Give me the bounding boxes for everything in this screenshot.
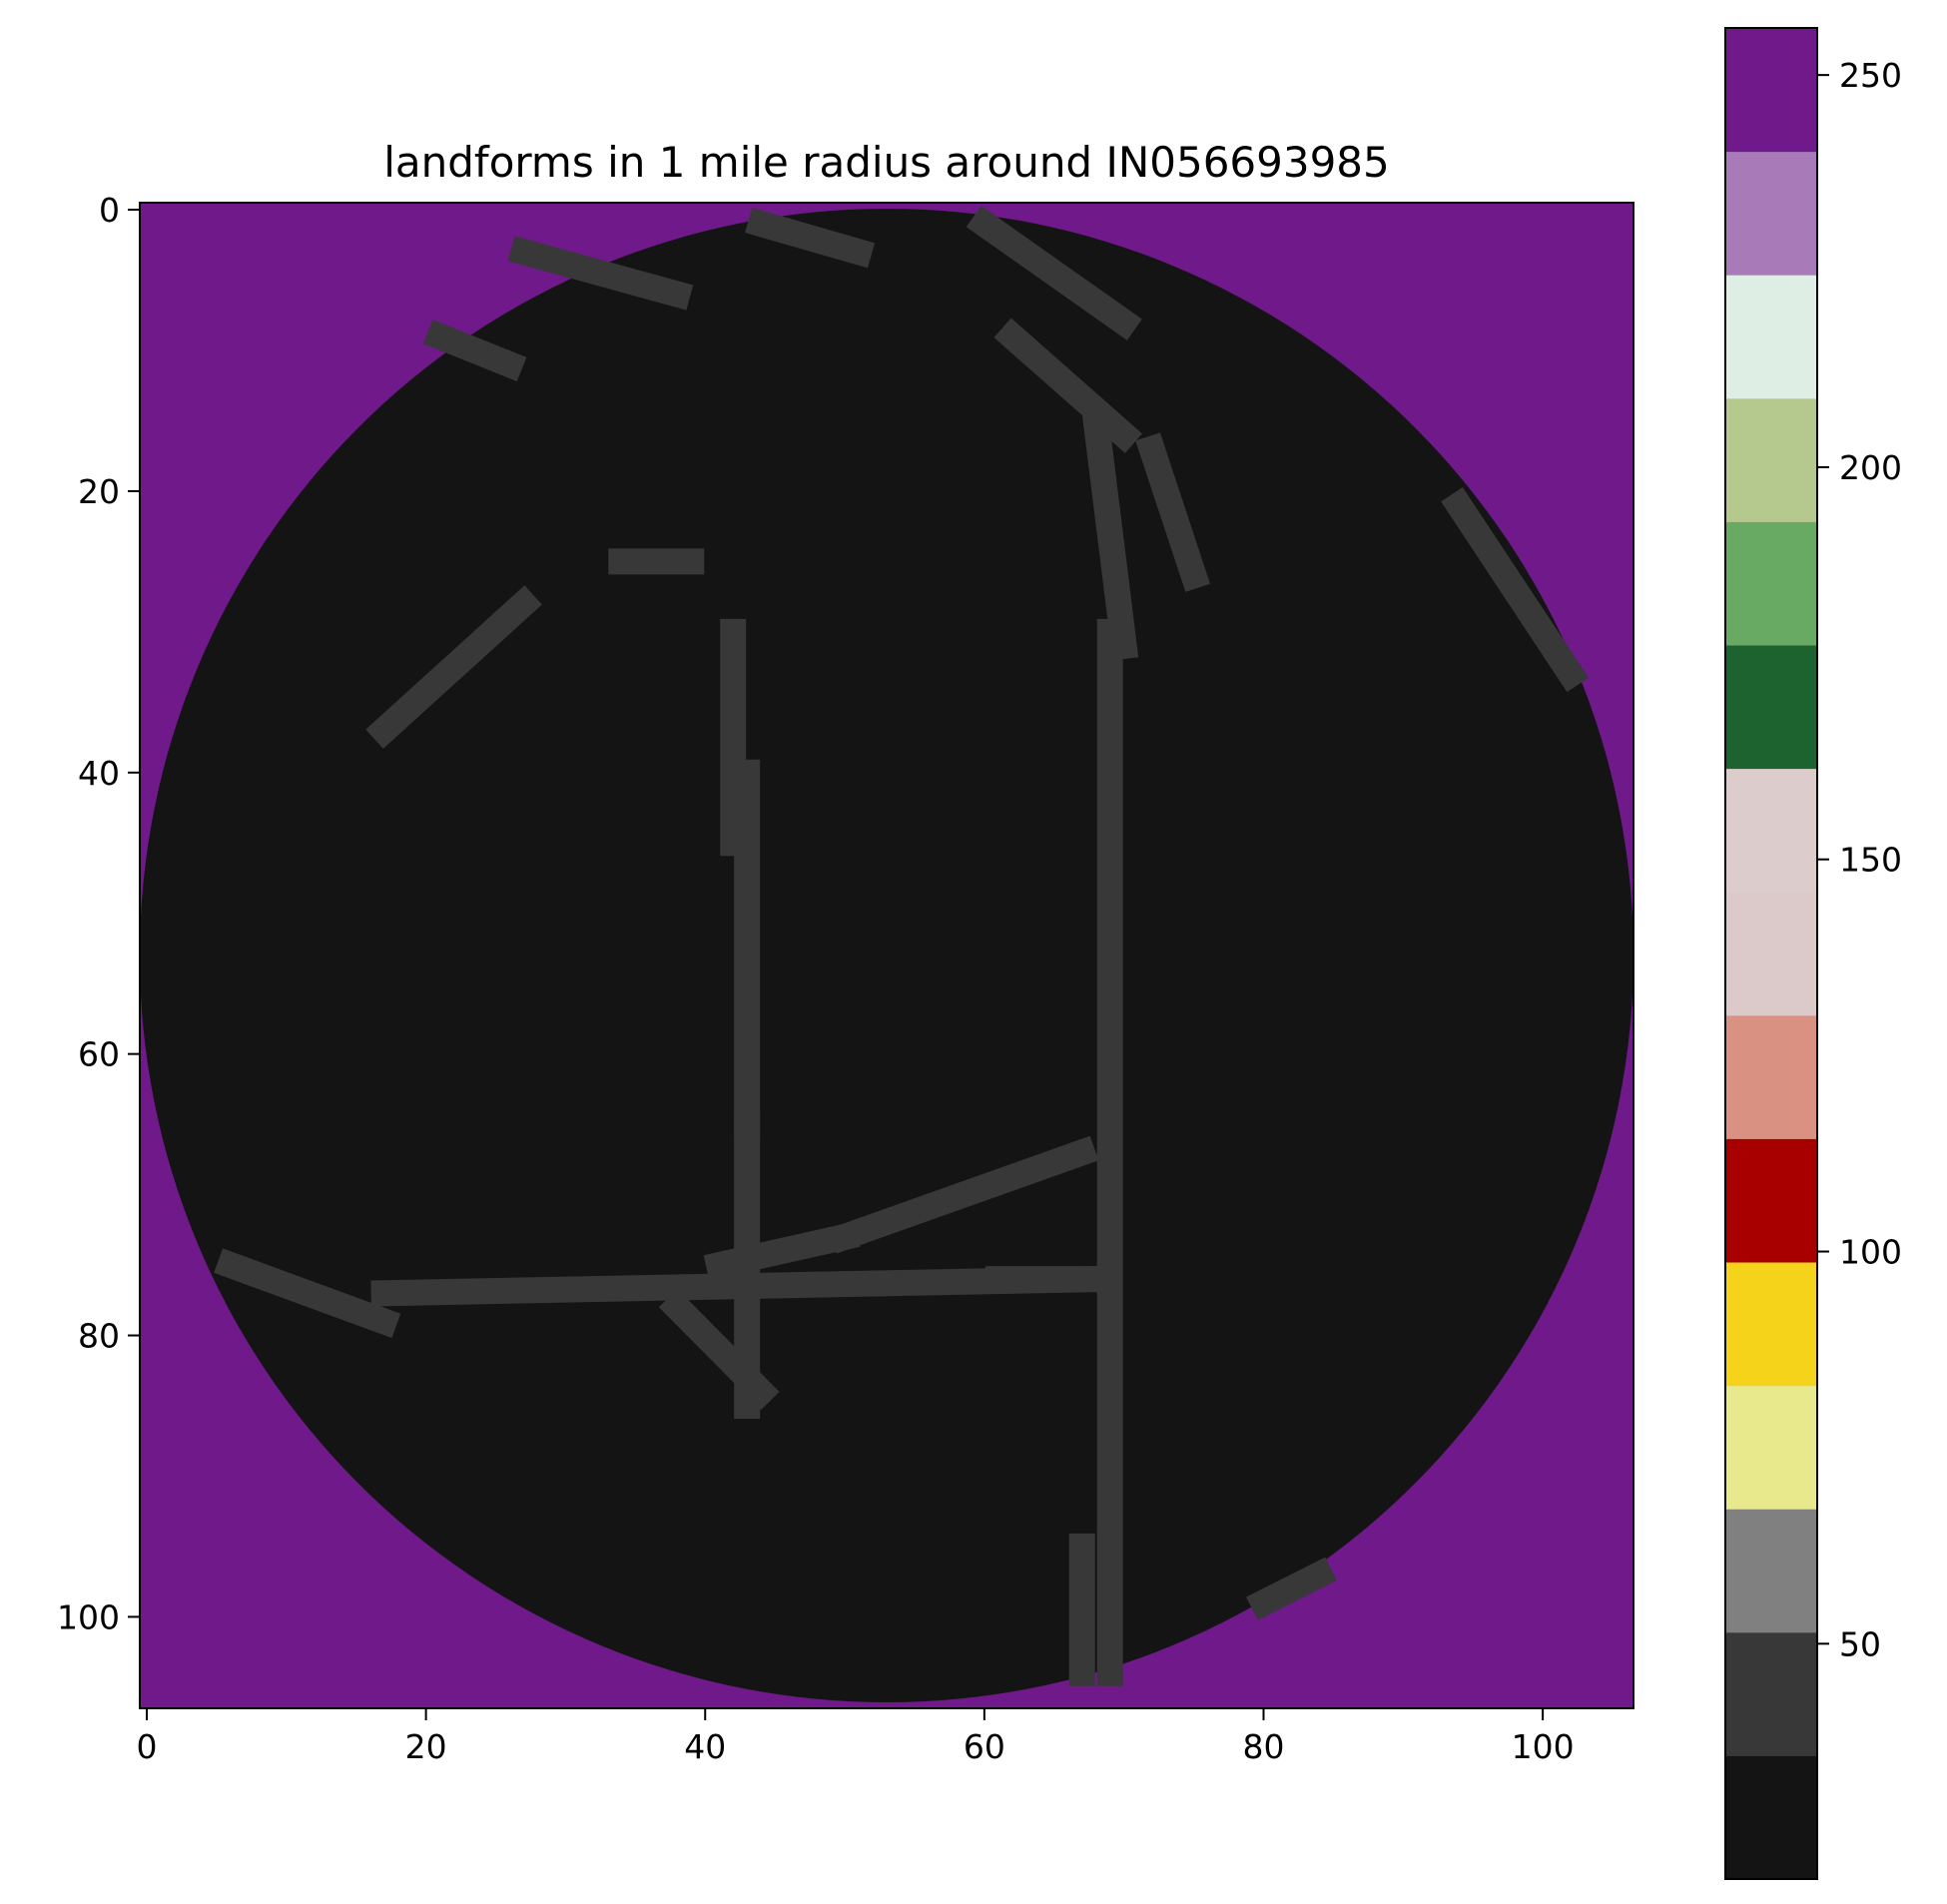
colorbar-tick-label: 100	[1839, 1233, 1902, 1272]
feature-line	[1246, 1557, 1337, 1620]
feature-line	[1135, 432, 1211, 592]
colorbar-band	[1725, 892, 1817, 1016]
colorbar-band	[1725, 1138, 1817, 1263]
feature-line	[703, 1221, 861, 1281]
feature-line	[422, 318, 527, 381]
feature-line	[370, 1265, 1109, 1307]
heatmap	[140, 203, 1633, 1708]
feature-line	[365, 585, 542, 749]
colorbar-band	[1725, 521, 1817, 646]
colorbar-frame	[1724, 27, 1818, 1880]
x-axis: 0 20 40 60 80 100	[136, 1708, 1575, 1766]
colorbar-ticks: 50 100 150 200 250	[1817, 56, 1902, 1663]
y-tick-label: 100	[57, 1597, 120, 1636]
x-tick-label: 20	[405, 1727, 447, 1766]
plot-frame	[139, 202, 1634, 1709]
x-tick-label: 100	[1512, 1727, 1575, 1766]
x-tick-label: 0	[136, 1727, 157, 1766]
colorbar-band	[1725, 151, 1817, 276]
feature-line	[658, 1288, 780, 1411]
colorbar-band	[1725, 1014, 1817, 1139]
colorbar-tick-label: 50	[1839, 1624, 1881, 1663]
feature-line	[966, 206, 1142, 340]
y-tick-label: 20	[78, 472, 120, 511]
feature-layer	[214, 206, 1590, 1686]
feature-line	[507, 236, 694, 311]
colorbar-band	[1725, 275, 1817, 399]
y-axis: 0 20 40 60 80 100	[57, 191, 140, 1636]
y-tick-label: 60	[78, 1035, 120, 1074]
x-tick-label: 40	[684, 1727, 726, 1766]
y-tick-label: 80	[78, 1317, 120, 1356]
y-tick-label: 40	[78, 754, 120, 793]
heatmap-inside-region	[140, 209, 1633, 1702]
colorbar: 50 100 150 200 250	[1724, 27, 1902, 1880]
colorbar-tick-label: 200	[1839, 448, 1902, 487]
x-tick-label: 80	[1242, 1727, 1284, 1766]
chart-title: landforms in 1 mile radius around IN0566…	[383, 138, 1390, 187]
x-tick-label: 60	[964, 1727, 1005, 1766]
colorbar-tick-label: 250	[1839, 56, 1902, 95]
colorbar-band	[1725, 1631, 1817, 1756]
colorbar-band	[1725, 1262, 1817, 1387]
colorbar-band	[1725, 768, 1817, 893]
y-tick-label: 0	[99, 191, 120, 230]
colorbar-band	[1725, 1385, 1817, 1510]
colorbar-bands	[1725, 28, 1817, 1880]
feature-line	[745, 208, 876, 269]
colorbar-band	[1725, 28, 1817, 153]
colorbar-band	[1725, 1755, 1817, 1880]
feature-line	[214, 1248, 401, 1339]
feature-line	[993, 317, 1143, 453]
colorbar-band	[1725, 645, 1817, 770]
feature-line	[828, 1135, 1099, 1254]
colorbar-tick-label: 150	[1839, 841, 1902, 880]
colorbar-band	[1725, 1509, 1817, 1633]
feature-line	[1081, 405, 1139, 661]
colorbar-band	[1725, 397, 1817, 522]
feature-line	[1441, 486, 1590, 693]
